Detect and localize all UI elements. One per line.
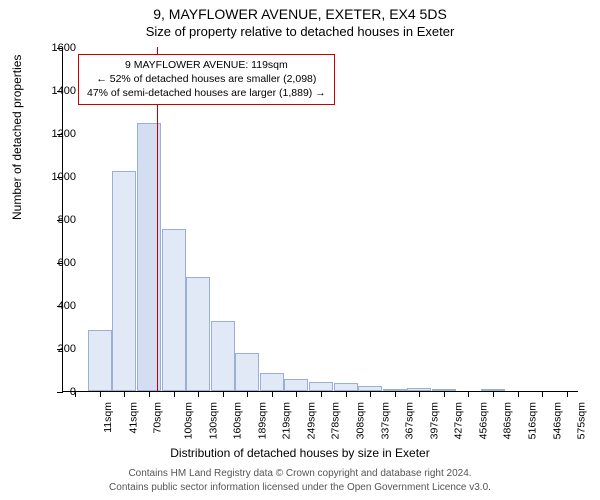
info-line-2: ← 52% of detached houses are smaller (2,… (87, 72, 326, 86)
x-tick-label: 70sqm (152, 402, 164, 434)
histogram-bar (186, 277, 210, 391)
x-tick-label: 130sqm (207, 402, 219, 439)
x-tick (272, 391, 273, 397)
histogram-bar (112, 171, 136, 391)
x-tick (149, 391, 150, 397)
chart-title-sub: Size of property relative to detached ho… (0, 24, 600, 39)
y-tick-label: 1600 (36, 42, 76, 54)
x-tick (493, 391, 494, 397)
x-tick-label: 249sqm (305, 402, 317, 439)
property-size-chart: 9, MAYFLOWER AVENUE, EXETER, EX4 5DS Siz… (0, 0, 600, 500)
histogram-bar (88, 330, 112, 391)
x-tick-label: 278sqm (330, 402, 342, 439)
y-tick-label: 0 (36, 386, 76, 398)
x-tick-label: 575sqm (576, 402, 588, 439)
x-tick-label: 486sqm (502, 402, 514, 439)
x-tick-label: 397sqm (428, 402, 440, 439)
info-line-3: 47% of semi-detached houses are larger (… (87, 86, 326, 100)
x-tick-label: 337sqm (379, 402, 391, 439)
x-tick-label: 160sqm (232, 402, 244, 439)
histogram-bar (211, 321, 235, 391)
x-tick-label: 456sqm (477, 402, 489, 439)
x-axis-title: Distribution of detached houses by size … (0, 446, 600, 460)
x-tick (419, 391, 420, 397)
x-tick-label: 546sqm (551, 402, 563, 439)
histogram-bar (334, 383, 358, 391)
x-tick (395, 391, 396, 397)
x-tick-label: 189sqm (256, 402, 268, 439)
histogram-bar (260, 373, 284, 391)
x-tick (542, 391, 543, 397)
x-tick-label: 427sqm (453, 402, 465, 439)
info-line-1: 9 MAYFLOWER AVENUE: 119sqm (87, 58, 326, 72)
histogram-bar (162, 229, 186, 391)
chart-title-main: 9, MAYFLOWER AVENUE, EXETER, EX4 5DS (0, 6, 600, 22)
y-tick-label: 1000 (36, 171, 76, 183)
footer-licence: Contains public sector information licen… (0, 482, 600, 493)
x-tick-label: 367sqm (404, 402, 416, 439)
x-tick-label: 308sqm (354, 402, 366, 439)
info-box: 9 MAYFLOWER AVENUE: 119sqm ← 52% of deta… (78, 54, 335, 105)
x-tick-label: 41sqm (127, 402, 139, 434)
histogram-bar (235, 353, 259, 391)
x-tick (346, 391, 347, 397)
x-tick (223, 391, 224, 397)
y-tick-label: 600 (36, 257, 76, 269)
x-tick (444, 391, 445, 397)
x-tick (174, 391, 175, 397)
x-tick (468, 391, 469, 397)
x-tick (124, 391, 125, 397)
y-tick-label: 200 (36, 343, 76, 355)
y-tick-label: 1400 (36, 85, 76, 97)
x-tick-label: 100sqm (182, 402, 194, 439)
x-tick-label: 11sqm (102, 402, 114, 433)
y-axis-title: Number of detached properties (10, 55, 24, 220)
x-tick (198, 391, 199, 397)
y-tick-label: 1200 (36, 128, 76, 140)
y-tick-label: 400 (36, 300, 76, 312)
x-tick (567, 391, 568, 397)
x-tick-label: 516sqm (526, 402, 538, 439)
histogram-bar (309, 382, 333, 391)
x-tick (370, 391, 371, 397)
x-tick (296, 391, 297, 397)
x-tick (518, 391, 519, 397)
x-tick (247, 391, 248, 397)
x-tick (321, 391, 322, 397)
y-tick-label: 800 (36, 214, 76, 226)
footer-copyright: Contains HM Land Registry data © Crown c… (0, 468, 600, 479)
histogram-bar (284, 379, 308, 391)
x-tick (100, 391, 101, 397)
x-tick-label: 219sqm (281, 402, 293, 439)
